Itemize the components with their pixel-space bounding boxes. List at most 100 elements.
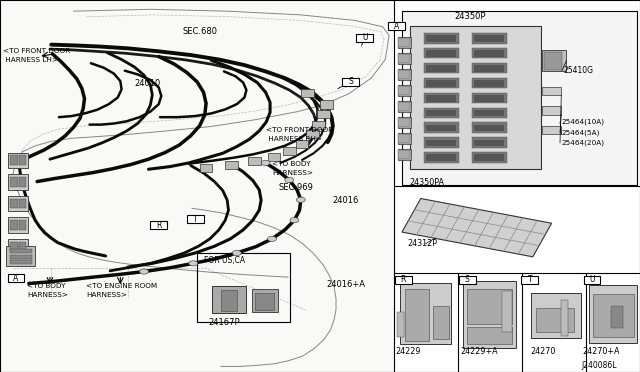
Text: HARNESS>: HARNESS> xyxy=(272,170,313,176)
Bar xyxy=(474,80,504,87)
Text: 24016: 24016 xyxy=(333,196,359,205)
Bar xyxy=(424,33,459,44)
Bar xyxy=(542,50,566,71)
Text: R: R xyxy=(401,275,406,284)
Text: SEC.969: SEC.969 xyxy=(278,183,313,192)
Bar xyxy=(474,35,504,42)
Bar xyxy=(472,137,507,148)
Bar xyxy=(296,140,308,148)
Bar xyxy=(472,93,507,103)
Text: 25410G: 25410G xyxy=(563,66,593,75)
Bar xyxy=(467,327,512,344)
Bar xyxy=(398,149,411,160)
Bar xyxy=(197,253,290,322)
Bar xyxy=(342,78,359,86)
Bar xyxy=(467,289,512,324)
Bar xyxy=(283,147,296,155)
Bar xyxy=(398,53,411,64)
Bar xyxy=(459,276,476,284)
Bar xyxy=(593,294,634,337)
Text: HARNESS>: HARNESS> xyxy=(27,292,68,298)
Bar xyxy=(561,300,568,336)
Bar xyxy=(398,101,411,112)
Bar xyxy=(398,86,410,95)
Bar xyxy=(19,155,26,165)
Bar xyxy=(472,63,507,73)
Bar xyxy=(8,174,28,190)
Bar xyxy=(611,306,623,328)
Bar xyxy=(268,153,280,161)
Bar xyxy=(221,290,237,311)
Bar xyxy=(502,291,512,332)
Bar xyxy=(424,152,459,163)
Bar xyxy=(531,293,581,338)
Bar xyxy=(522,276,538,284)
Bar xyxy=(424,78,459,88)
Bar xyxy=(212,286,246,313)
Bar xyxy=(320,100,333,109)
Bar xyxy=(400,283,451,344)
Bar xyxy=(398,37,411,48)
Bar xyxy=(10,220,18,230)
Circle shape xyxy=(285,177,294,183)
Text: 24229+A: 24229+A xyxy=(460,347,497,356)
Bar xyxy=(312,121,325,129)
Bar xyxy=(426,65,456,72)
Bar xyxy=(10,242,18,251)
Bar xyxy=(200,164,212,172)
Bar xyxy=(395,276,412,284)
Bar xyxy=(8,196,28,211)
Bar xyxy=(398,117,411,128)
Bar xyxy=(410,26,541,169)
Text: S: S xyxy=(348,77,353,86)
Text: SEC.680: SEC.680 xyxy=(182,27,218,36)
Circle shape xyxy=(296,197,305,202)
Text: HARNESS LH>: HARNESS LH> xyxy=(3,57,58,63)
Bar xyxy=(306,130,319,138)
Bar xyxy=(398,38,410,47)
Text: A: A xyxy=(394,22,399,31)
Bar xyxy=(474,125,504,131)
Bar xyxy=(424,108,459,118)
Bar xyxy=(472,48,507,58)
Text: T: T xyxy=(193,215,198,224)
Bar xyxy=(10,199,18,208)
Bar xyxy=(248,157,261,165)
Circle shape xyxy=(232,250,241,256)
Text: T: T xyxy=(527,275,532,284)
Text: 25464(10A): 25464(10A) xyxy=(562,119,605,125)
Bar xyxy=(225,161,238,169)
Bar xyxy=(252,289,278,312)
Bar xyxy=(10,249,32,253)
Bar xyxy=(8,217,28,233)
Text: R: R xyxy=(156,221,161,230)
Text: HARNESS RH>: HARNESS RH> xyxy=(266,136,321,142)
Bar xyxy=(472,108,507,118)
Bar xyxy=(433,306,449,339)
Bar xyxy=(405,289,429,341)
Bar xyxy=(10,255,32,259)
Bar xyxy=(424,93,459,103)
Text: 24016+A: 24016+A xyxy=(326,280,365,289)
Bar xyxy=(424,137,459,148)
Bar xyxy=(19,220,26,230)
Text: 25464(20A): 25464(20A) xyxy=(562,140,605,146)
Bar xyxy=(398,54,410,63)
Bar xyxy=(584,276,600,284)
Text: U: U xyxy=(362,33,367,42)
Text: <TO BODY: <TO BODY xyxy=(272,161,310,167)
Text: FOR US,CA: FOR US,CA xyxy=(204,256,244,265)
Text: <TO FRONT DOOR: <TO FRONT DOOR xyxy=(3,48,70,54)
Text: S: S xyxy=(465,275,470,284)
Bar xyxy=(589,285,637,343)
Circle shape xyxy=(140,269,148,274)
Bar xyxy=(474,154,504,161)
Bar xyxy=(472,152,507,163)
Bar xyxy=(10,260,32,264)
Bar xyxy=(19,177,26,187)
Bar xyxy=(8,153,28,168)
Text: HARNESS>: HARNESS> xyxy=(86,292,127,298)
Text: 24167P: 24167P xyxy=(208,318,239,327)
Text: <TO ENGINE ROOM: <TO ENGINE ROOM xyxy=(86,283,157,289)
Bar xyxy=(10,177,18,187)
